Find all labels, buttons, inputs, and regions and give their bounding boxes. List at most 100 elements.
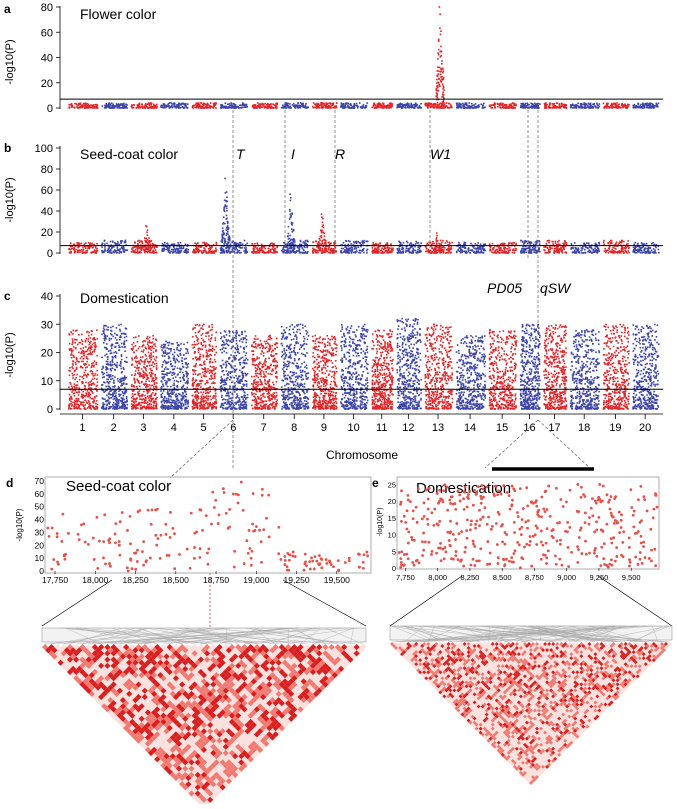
snp-point (533, 106, 535, 108)
peak-point (291, 228, 293, 230)
snp-point (153, 251, 155, 253)
snp-point (491, 104, 493, 106)
snp-point (79, 376, 81, 378)
snp-point (521, 107, 523, 109)
snp-point (103, 252, 105, 254)
peak-point (229, 237, 231, 239)
snp-point (234, 104, 236, 106)
snp-point (93, 365, 95, 367)
ytick-label: 80 (41, 164, 53, 176)
snp-point (594, 248, 596, 250)
snp-point (134, 246, 136, 248)
snp-point (576, 106, 578, 108)
snp-point (82, 350, 84, 352)
peak-top-point (436, 232, 438, 234)
snp-point (623, 241, 625, 243)
snp-point (77, 381, 79, 383)
snp-point (108, 248, 110, 250)
peak-point (290, 215, 292, 217)
snp-point (577, 103, 579, 105)
peak-point (442, 68, 444, 70)
snp-point (524, 240, 526, 242)
snp-point (111, 105, 113, 107)
snp-point (499, 249, 501, 251)
snp-point (658, 103, 660, 105)
snp-point (427, 107, 429, 109)
snp-point (89, 105, 91, 107)
snp-point (563, 106, 565, 108)
snp-point (86, 103, 88, 105)
snp-point (147, 103, 149, 105)
snp-point (363, 252, 365, 254)
peak-point (438, 90, 440, 92)
peak-point (291, 239, 293, 241)
peak-point (227, 229, 229, 231)
snp-point (612, 247, 614, 249)
peak-point (143, 248, 145, 250)
snp-point (505, 105, 507, 107)
snp-point (197, 102, 199, 104)
snp-point (183, 246, 185, 248)
snp-point (270, 249, 272, 251)
peak-point (226, 191, 228, 193)
ytick-label: 80 (41, 2, 53, 14)
snp-point (95, 106, 97, 108)
snp-point (442, 240, 444, 242)
snp-point (588, 103, 590, 105)
snp-point (103, 373, 105, 375)
snp-point (237, 243, 239, 245)
locus-label-t: T (236, 146, 246, 162)
snp-point (418, 242, 420, 244)
snp-point (93, 366, 95, 368)
peak-point (229, 240, 231, 242)
snp-point (74, 395, 76, 397)
snp-point (91, 391, 93, 393)
snp-point (289, 252, 291, 254)
snp-point (85, 370, 87, 372)
snp-point (373, 244, 375, 246)
snp-point (640, 249, 642, 251)
snp-point (555, 241, 557, 243)
peak-point (226, 201, 228, 203)
snp-point (141, 104, 143, 106)
snp-point (71, 103, 73, 105)
peak-point (150, 248, 152, 250)
snp-point (70, 383, 72, 385)
snp-point (581, 252, 583, 254)
snp-point (89, 395, 91, 397)
snp-point (85, 247, 87, 249)
snp-point (297, 247, 299, 249)
snp-point (459, 103, 461, 105)
snp-point (306, 252, 308, 254)
snp-point (352, 249, 354, 251)
peak-point (291, 247, 293, 249)
peak-point (287, 235, 289, 237)
snp-point (474, 104, 476, 106)
snp-point (256, 242, 258, 244)
snp-point (101, 105, 103, 107)
snp-point (593, 249, 595, 251)
snp-point (381, 252, 383, 254)
snp-point (76, 242, 78, 244)
snp-point (383, 103, 385, 105)
snp-point (596, 251, 598, 253)
peak-point (146, 232, 148, 234)
snp-point (88, 401, 90, 403)
snp-point (623, 252, 625, 254)
snp-point (506, 251, 508, 253)
snp-point (457, 250, 459, 252)
snp-point (75, 407, 77, 409)
peak-point (440, 71, 442, 73)
snp-point (538, 107, 540, 109)
peak-point (221, 239, 223, 241)
snp-point (78, 361, 80, 363)
snp-point (520, 251, 522, 253)
snp-point (168, 249, 170, 251)
snp-point (92, 405, 94, 407)
snp-point (510, 104, 512, 106)
snp-point (634, 107, 636, 109)
snp-point (425, 104, 427, 106)
snp-point (282, 251, 284, 253)
snp-point (605, 252, 607, 254)
snp-point (611, 105, 613, 107)
